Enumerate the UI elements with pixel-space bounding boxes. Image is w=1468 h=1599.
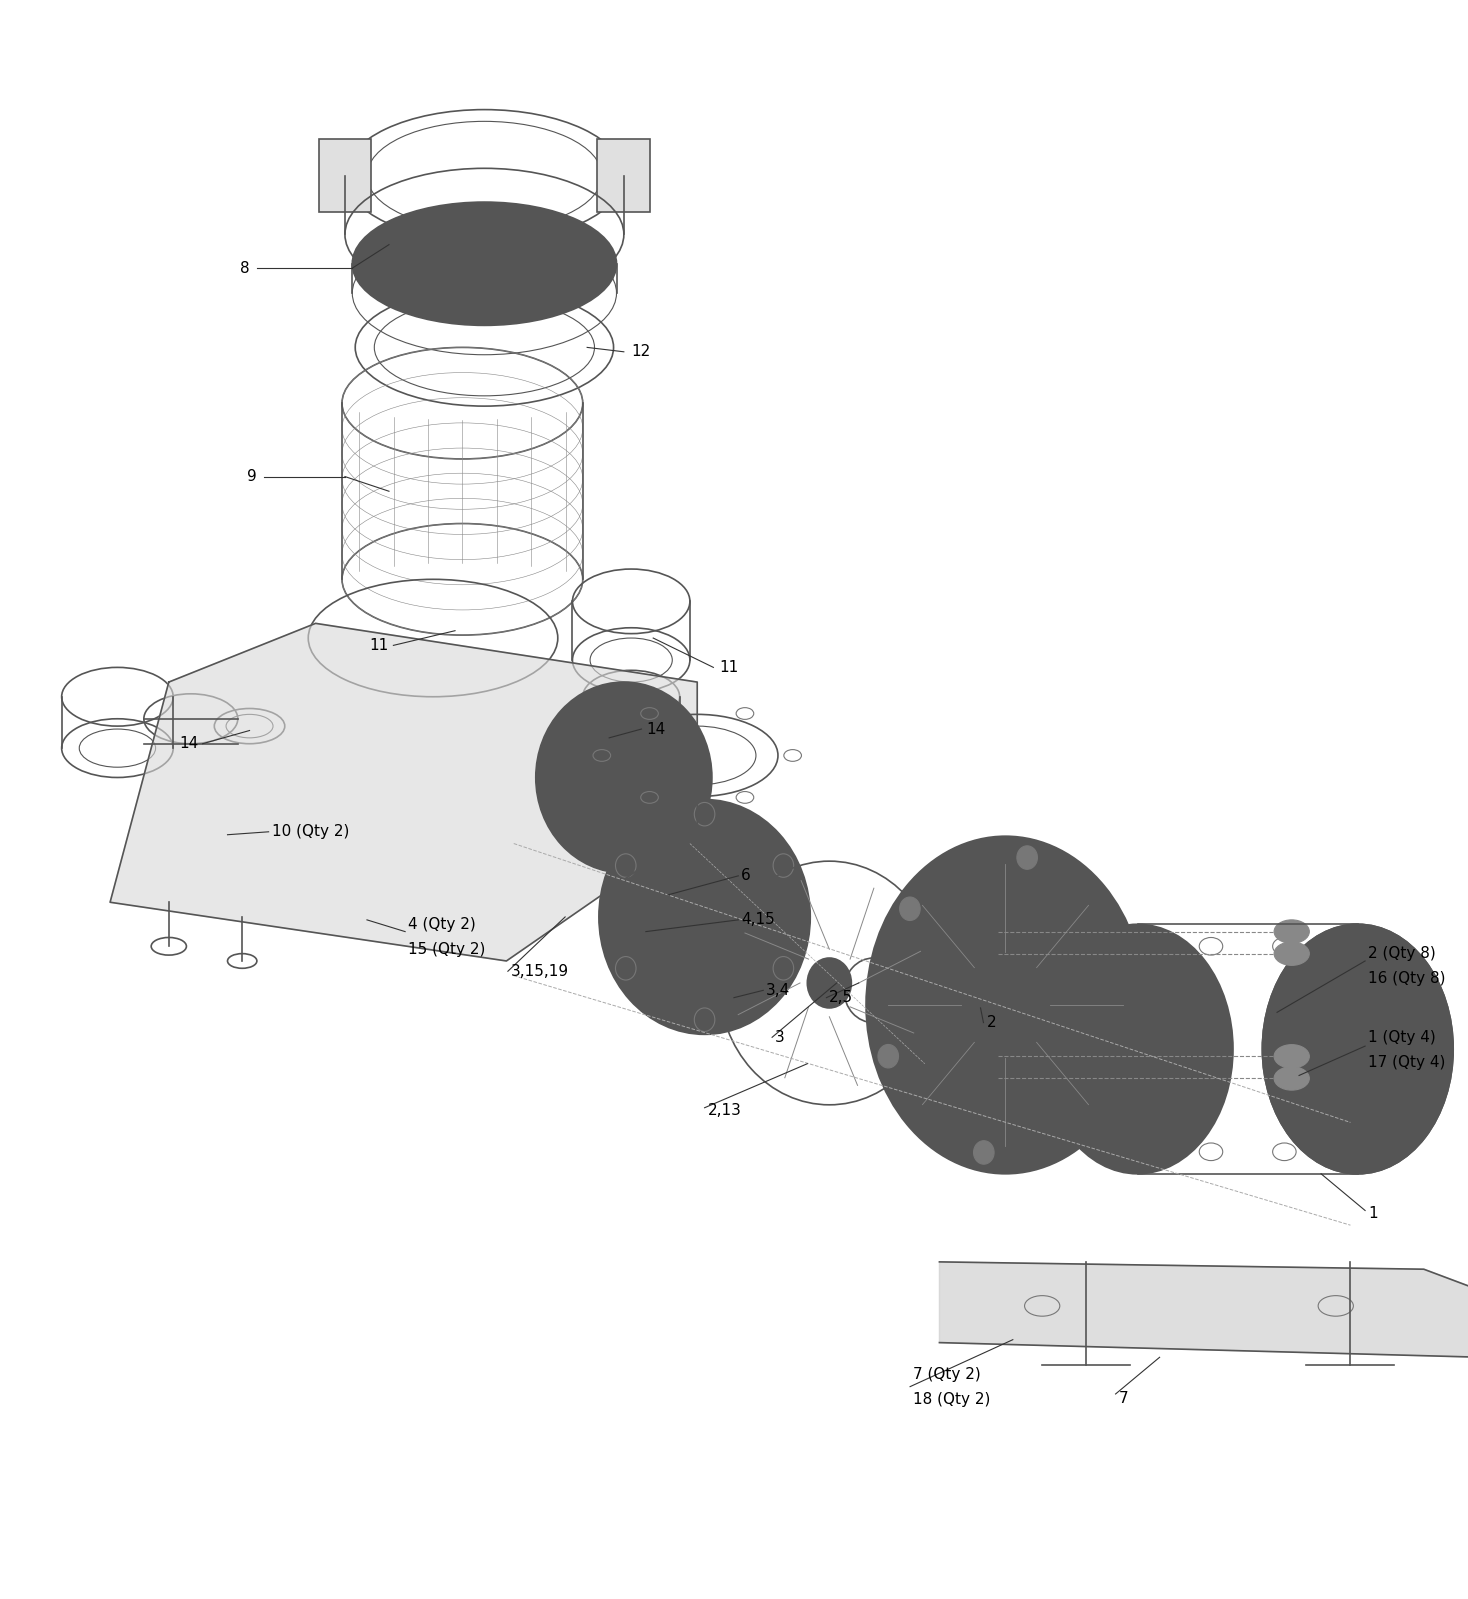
Text: 1 (Qty 4): 1 (Qty 4) (1368, 1030, 1436, 1044)
Ellipse shape (1042, 924, 1233, 1174)
Ellipse shape (1331, 995, 1414, 1103)
Ellipse shape (973, 1140, 994, 1164)
Text: 16 (Qty 8): 16 (Qty 8) (1368, 971, 1446, 987)
Text: 7: 7 (1119, 1391, 1127, 1406)
Ellipse shape (1017, 846, 1038, 870)
Text: 4 (Qty 2): 4 (Qty 2) (408, 916, 476, 932)
Text: 8: 8 (239, 261, 250, 275)
Ellipse shape (1274, 942, 1309, 966)
Ellipse shape (536, 683, 712, 873)
Text: 2,13: 2,13 (708, 1103, 741, 1118)
Text: 1: 1 (1368, 1206, 1377, 1222)
Ellipse shape (1274, 1044, 1309, 1068)
Text: 2,5: 2,5 (829, 990, 853, 1006)
Ellipse shape (1262, 924, 1453, 1174)
Text: 6: 6 (741, 868, 752, 883)
Ellipse shape (1274, 919, 1309, 943)
Ellipse shape (1091, 1089, 1111, 1113)
Ellipse shape (866, 836, 1145, 1174)
Text: 11: 11 (719, 660, 738, 675)
Text: 14: 14 (646, 721, 665, 737)
Text: 10 (Qty 2): 10 (Qty 2) (272, 825, 349, 839)
Text: 17 (Qty 4): 17 (Qty 4) (1368, 1055, 1446, 1070)
Text: 3,4: 3,4 (766, 983, 790, 998)
Ellipse shape (900, 897, 920, 921)
Ellipse shape (352, 201, 617, 325)
Text: 11: 11 (370, 638, 389, 652)
Text: 2: 2 (986, 1015, 995, 1030)
Text: 9: 9 (247, 469, 257, 484)
Ellipse shape (878, 1044, 898, 1068)
Text: 2 (Qty 8): 2 (Qty 8) (1368, 947, 1436, 961)
Bar (597, 139, 650, 213)
Text: 15 (Qty 2): 15 (Qty 2) (408, 942, 486, 956)
Ellipse shape (599, 800, 810, 1035)
Polygon shape (110, 624, 697, 961)
Ellipse shape (998, 988, 1028, 1023)
Text: 4,15: 4,15 (741, 913, 775, 927)
Ellipse shape (1274, 1067, 1309, 1091)
Ellipse shape (1113, 942, 1133, 966)
Ellipse shape (807, 958, 851, 1007)
Polygon shape (940, 1262, 1468, 1358)
Text: 3: 3 (775, 1030, 785, 1044)
Text: 18 (Qty 2): 18 (Qty 2) (913, 1393, 991, 1407)
Text: 3,15,19: 3,15,19 (511, 964, 570, 979)
Bar (319, 139, 371, 213)
Text: 7 (Qty 2): 7 (Qty 2) (913, 1367, 981, 1383)
Text: 12: 12 (631, 344, 650, 360)
Text: 14: 14 (179, 736, 198, 752)
